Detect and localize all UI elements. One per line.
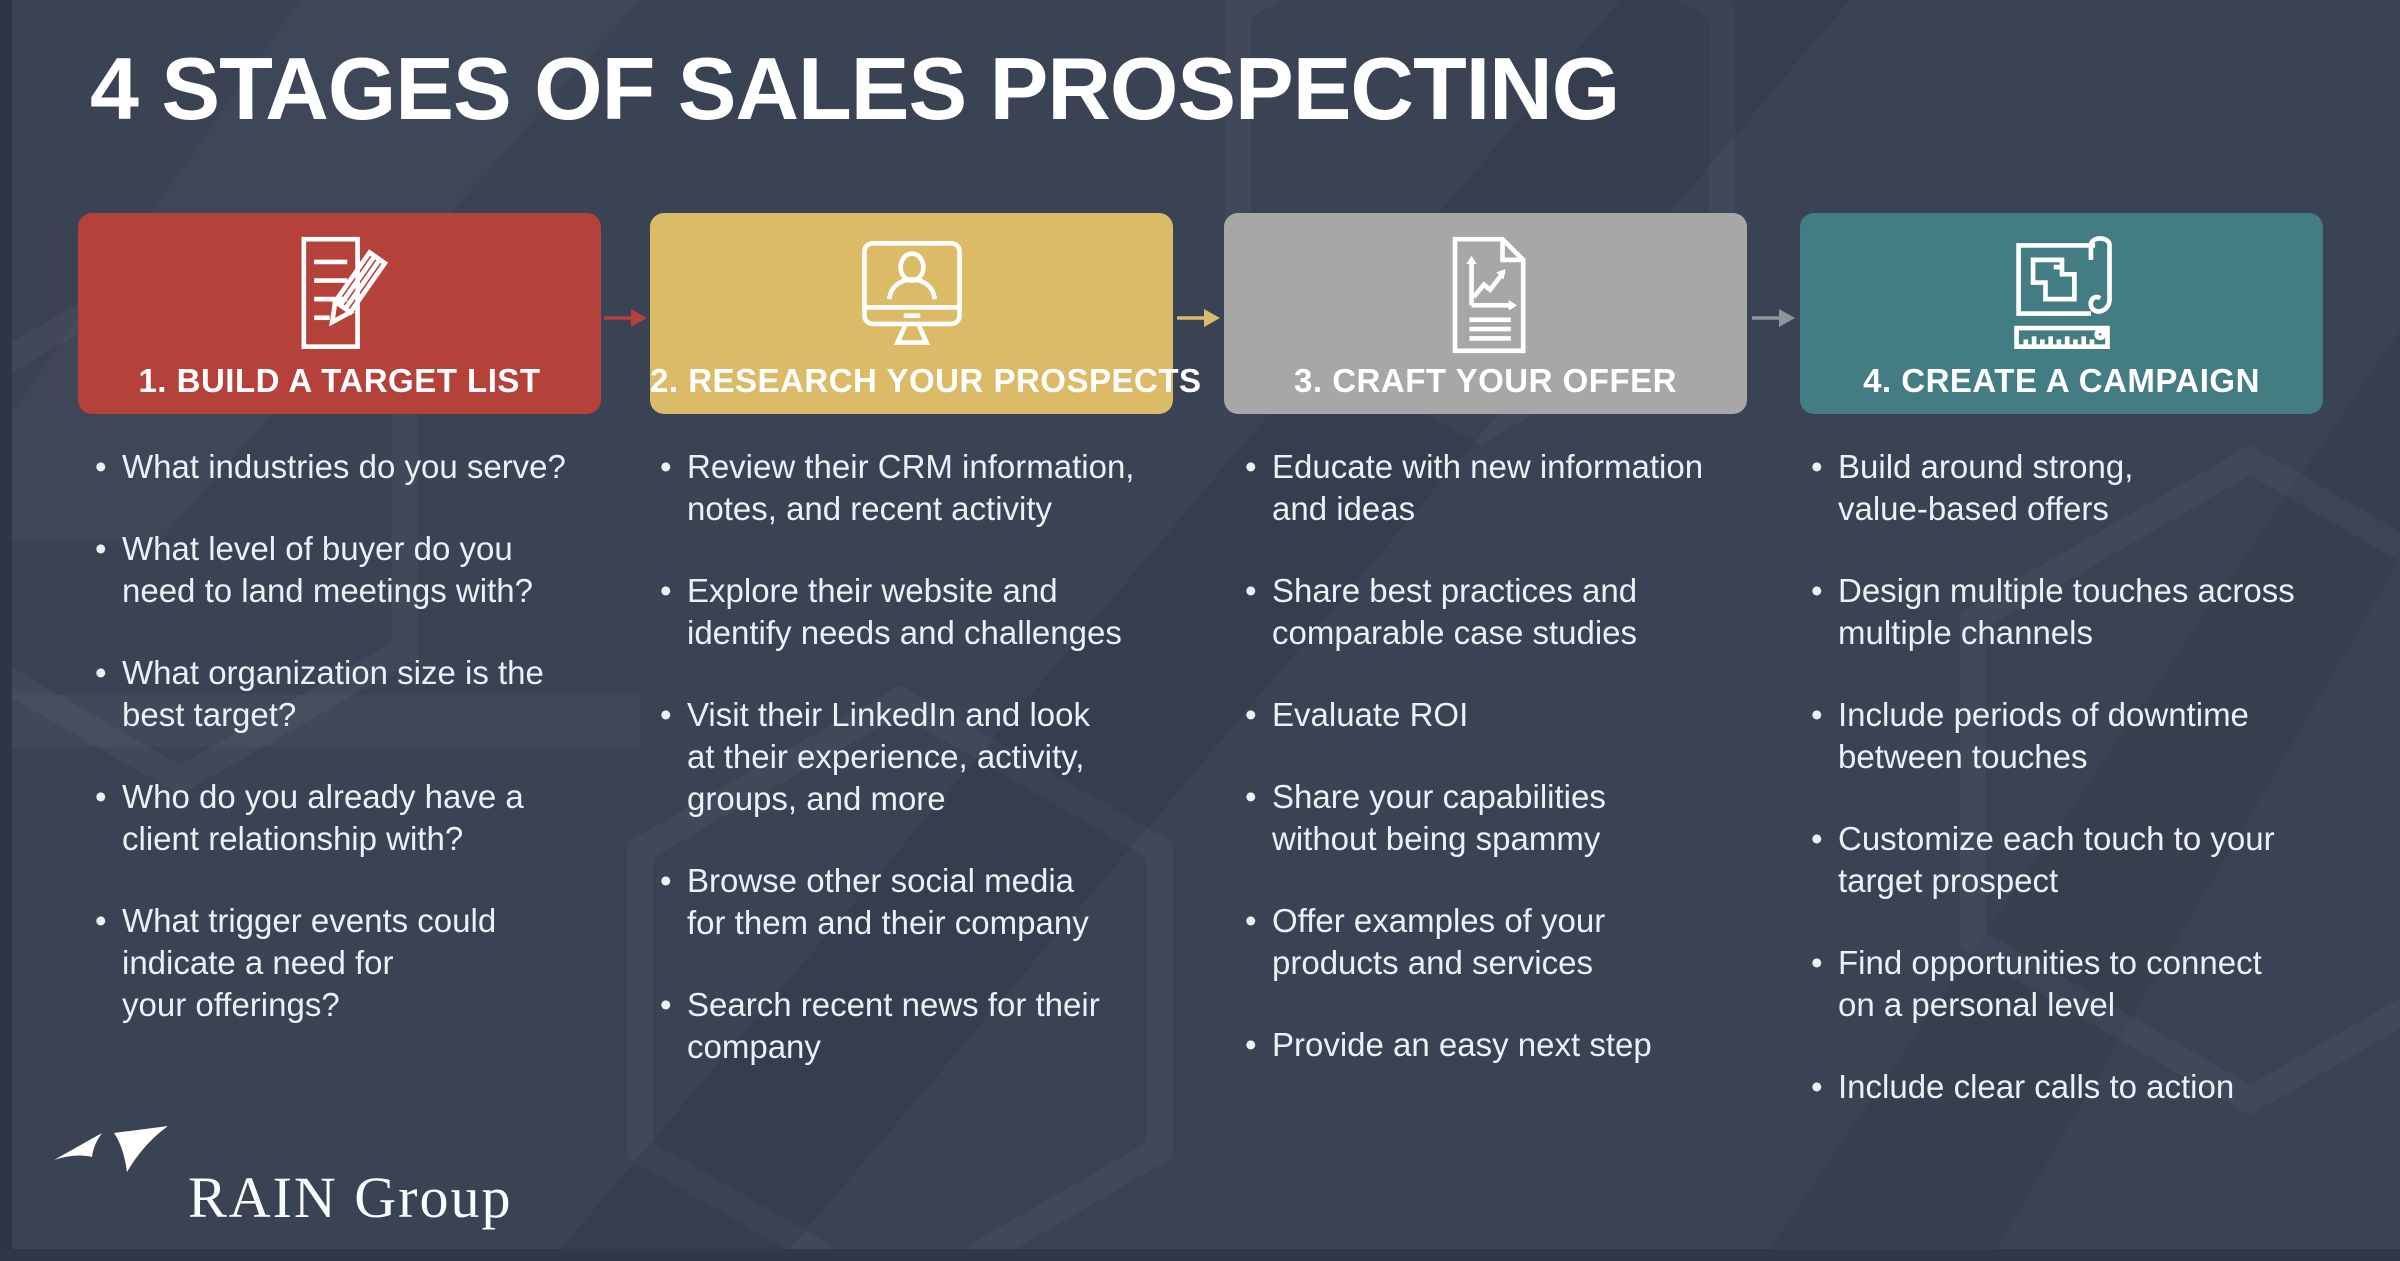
stage-label-build-a-target-list: 1. BUILD A TARGET LIST	[138, 362, 541, 399]
blueprint-ruler-icon	[2000, 227, 2124, 363]
stage-card-research-your-prospects: 2. RESEARCH YOUR PROSPECTS	[650, 213, 1202, 414]
list-and-pencil-icon	[278, 227, 402, 363]
stage-card-build-a-target-list: 1. BUILD A TARGET LIST	[78, 213, 601, 414]
stage-label-research-your-prospects: 2. RESEARCH YOUR PROSPECTS	[650, 362, 1202, 399]
bullet-item: What industries do you serve?	[95, 446, 635, 488]
stage-bullets-build-a-target-list: What industries do you serve? What level …	[95, 446, 635, 1066]
page-title: 4 STAGES OF SALES PROSPECTING	[90, 39, 1620, 138]
bullet-item: Build around strong,value-based offers	[1811, 446, 2381, 530]
monitor-person-icon	[850, 227, 974, 363]
bullet-item: Evaluate ROI	[1245, 694, 1790, 736]
bullet-item: Provide an easy next step	[1245, 1024, 1790, 1066]
stage-label-craft-your-offer: 3. CRAFT YOUR OFFER	[1294, 362, 1677, 399]
rain-group-swoosh-icon	[54, 1126, 168, 1172]
rain-group-logo-text: RAIN Group	[188, 1165, 513, 1230]
flow-arrow-icon	[1752, 309, 1795, 327]
stage-card-create-a-campaign: 4. CREATE A CAMPAIGN	[1800, 213, 2323, 414]
flow-arrow-icon	[1177, 309, 1220, 327]
rain-group-logo: RAIN Group	[50, 1120, 750, 1240]
chart-document-icon	[1424, 227, 1548, 363]
stage-bullets-research-your-prospects: Review their CRM information,notes, and …	[660, 446, 1220, 1108]
flow-arrow-icon	[604, 309, 647, 327]
stage-card-craft-your-offer: 3. CRAFT YOUR OFFER	[1224, 213, 1747, 414]
stage-bullets-create-a-campaign: Build around strong,value-based offers De…	[1811, 446, 2381, 1148]
bullet-item: Include clear calls to action	[1811, 1066, 2381, 1108]
stage-label-create-a-campaign: 4. CREATE A CAMPAIGN	[1863, 362, 2260, 399]
bullet-item: Review their CRM information,notes, and …	[660, 446, 1220, 530]
